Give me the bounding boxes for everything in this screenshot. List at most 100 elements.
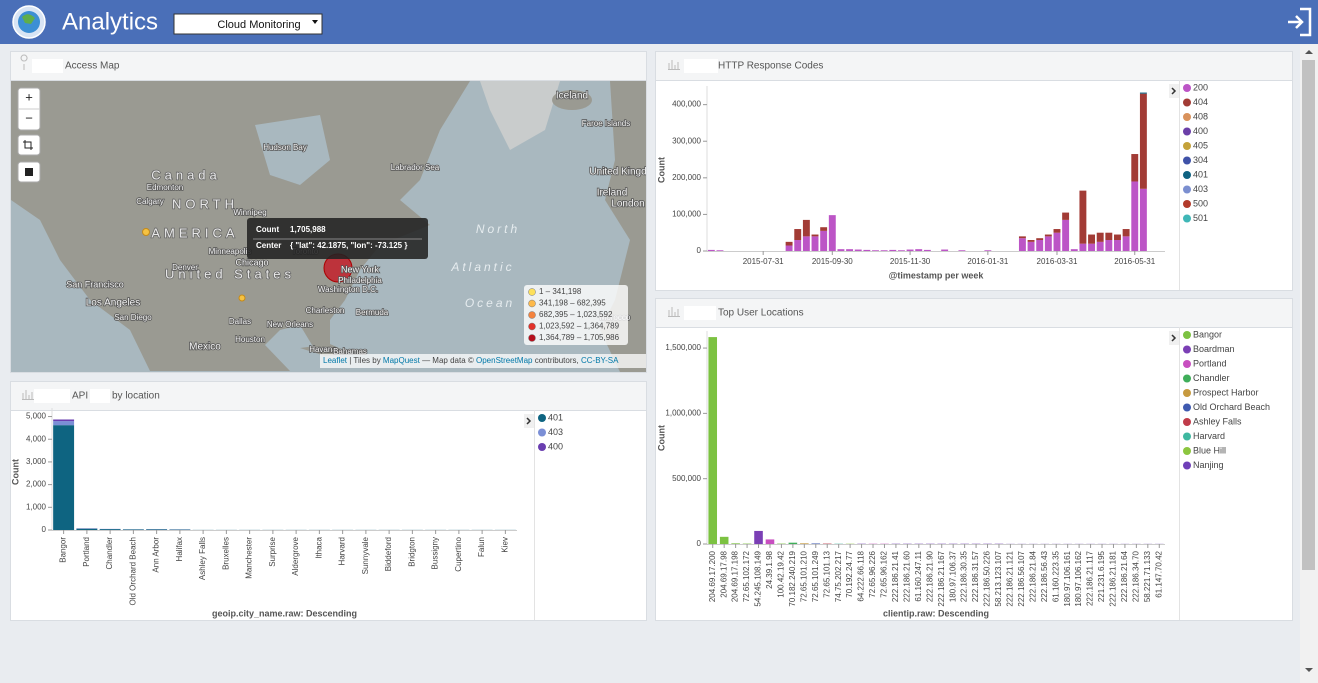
x-tick-label: 180.97.106.161 [1063,550,1072,606]
y-tick-label: 300,000 [672,136,701,145]
x-tick-label: 180.97.106.162 [1074,550,1083,606]
x-tick-label: Harvard [338,537,347,565]
bar-segment [854,249,862,251]
bar-segment [53,421,75,426]
map-label: Faroe Islands [582,119,630,128]
legend-label[interactable]: Bangor [1193,329,1222,339]
tooltip-value: 1,705,988 [290,225,326,234]
link[interactable]: CC-BY-SA [581,356,619,365]
legend-label[interactable]: Old Orchard Beach [1193,402,1270,412]
legend-label[interactable]: 401 [1193,169,1208,179]
legend-label[interactable]: 401 [548,412,563,422]
tooltip-value: { "lat": 42.1875, "lon": -73.125 } [290,241,407,250]
x-tick-label: 221.231.6.195 [1097,550,1106,602]
map[interactable]: + − Iceland Faroe Islands Hudson Bay Labrad… [11,81,661,372]
map-label: Havana [309,345,337,354]
y-tick-label: 500,000 [672,474,701,483]
x-tick-label: 222.186.21.121 [1006,550,1015,606]
bar-segment [846,249,854,251]
legend-swatch [1183,156,1191,165]
legend-label[interactable]: Harvard [1193,431,1225,441]
x-tick-label: 24.39.1.98 [765,550,774,588]
legend-label[interactable]: 500 [1193,198,1208,208]
x-tick-label: 58.221.71.133 [1143,550,1152,602]
legend-label[interactable]: Boardman [1193,344,1235,354]
dashboard-select[interactable] [173,13,323,35]
legend-label[interactable]: 405 [1193,140,1208,150]
legend-label[interactable]: Portland [1193,358,1227,368]
bar [754,530,763,544]
legend-label[interactable]: 404 [1193,97,1208,107]
redaction [684,59,718,73]
link[interactable]: OpenStreetMap [476,356,533,365]
x-tick-label: 72.65.96.162 [880,550,889,597]
legend-label[interactable]: 403 [1193,184,1208,194]
x-tick-label: 222.186.21.64 [1120,550,1129,602]
legend-label[interactable]: 408 [1193,111,1208,121]
attribution-bg [320,354,646,368]
map-label: Ireland [597,188,628,199]
x-tick-label: 222.186.31.57 [971,550,980,602]
x-tick-label: 222.186.21.181 [1109,550,1118,606]
y-tick-label: 1,500,000 [665,343,701,352]
legend-label[interactable]: Prospect Harbor [1193,387,1259,397]
y-tick-label: 3,000 [26,457,47,466]
map-label: Charleston [306,306,345,315]
bar-segment [785,245,793,251]
legend-label[interactable]: 501 [1193,213,1208,223]
bar-segment [1096,241,1104,251]
scrollbar-thumb[interactable] [1302,60,1315,570]
link[interactable]: Leaflet [323,356,348,365]
legend-label[interactable]: Ashley Falls [1193,416,1242,426]
map-label: United States [165,266,295,281]
land [480,81,560,150]
zoom-in[interactable]: + [25,89,33,104]
x-tick-label: 204.69.17.198 [731,550,740,602]
link[interactable]: MapQuest [383,356,421,365]
legend-label[interactable]: Chandler [1193,373,1230,383]
legend-label[interactable]: 200 [1193,82,1208,92]
legend-label[interactable]: 403 [548,427,563,437]
y-axis-title: Count [656,157,666,183]
legend-swatch [538,443,546,451]
zoom-out[interactable]: − [25,110,33,125]
legend-label[interactable]: Nanjing [1193,460,1224,470]
x-tick-label: Ann Arbor [152,537,161,573]
y-tick-label: 0 [697,246,702,255]
tooltip-key: Count [256,225,279,234]
map-label: Bermuda [356,308,389,317]
bar-segment [122,529,144,530]
legend-label[interactable]: 400 [548,441,563,451]
map-label: Atlantic [450,260,514,274]
redaction [34,389,70,403]
map-label: Hudson Bay [263,143,307,152]
x-tick-label: 61.160.223.35 [1051,550,1060,602]
x-axis-title: geoip.city_name.raw: Descending [212,608,357,618]
bar-segment [1122,229,1130,237]
map-marker[interactable] [238,294,246,302]
map-label: Houston [235,335,265,344]
bar-segment [76,528,98,530]
legend-label[interactable]: 304 [1193,155,1208,165]
map-label: Edmonton [147,183,183,192]
x-tick-label: Cupertino [454,536,463,571]
draw-icon [25,168,33,176]
logout-icon[interactable] [1288,7,1312,37]
bar-segment [1122,236,1130,251]
bar-segment [1131,154,1139,182]
fit-control[interactable] [17,134,41,156]
legend-label[interactable]: Blue Hill [1193,445,1226,455]
legend-label[interactable]: 400 [1193,126,1208,136]
panel-title: Access Map [65,61,120,72]
y-tick-label: 1,000,000 [665,408,701,417]
map-marker[interactable] [142,228,150,236]
users-panel-header [655,298,1293,328]
x-tick-label: Ithaca [314,536,323,558]
bar-segment [1044,236,1052,251]
water [255,115,330,185]
map-legend-entries: 1 – 341,198 341,198 – 682,395 682,395 – 1,… [528,287,620,342]
x-tick-label: 222.186.34.70 [1131,550,1140,602]
x-tick-label: Ashley Falls [198,537,207,580]
y-tick-label: 5,000 [26,412,47,421]
